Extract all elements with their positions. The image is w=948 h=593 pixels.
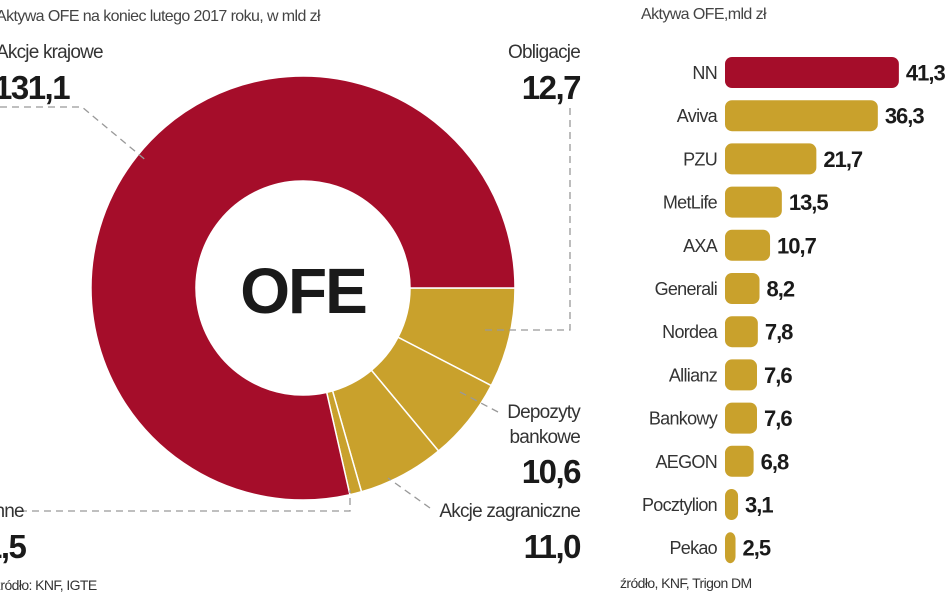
label-obligacje: Obligacje	[508, 42, 580, 63]
leader-line-obligacje	[482, 108, 571, 331]
bar-title: Aktywa OFE,mld zł	[641, 6, 767, 23]
donut-slice-akcje-krajowe	[90, 75, 516, 501]
bar-axa	[725, 229, 771, 261]
donut-center-label: OFE	[240, 255, 366, 327]
bar-label-generali: Generali	[655, 279, 717, 299]
bar-pekao	[725, 532, 736, 564]
bar-label-nn: NN	[692, 63, 717, 83]
bar-label-aviva: Aviva	[677, 106, 719, 126]
bar-label-allianz: Allianz	[669, 365, 718, 385]
donut-source: źródło: KNF, IGTE	[0, 577, 97, 593]
bar-pocztylion	[725, 489, 739, 520]
bar-value-aegon: 6,8	[761, 449, 789, 474]
bar-nordea	[725, 316, 758, 348]
value-obligacje: 12,7	[522, 69, 580, 106]
donut-title: Aktywa OFE na koniec lutego 2017 roku, w…	[0, 8, 321, 25]
bar-aegon	[725, 445, 754, 477]
bar-label-pekao: Pekao	[669, 538, 717, 558]
bar-generali	[725, 273, 760, 304]
bar-value-generali: 8,2	[767, 277, 795, 302]
bar-label-pocztylion: Pocztylion	[642, 495, 717, 515]
label-akcje-zagraniczne: Akcje zagraniczne	[439, 501, 580, 522]
value-akcje-zagraniczne: 11,0	[524, 528, 581, 565]
bar-value-nordea: 7,8	[765, 320, 793, 345]
bar-bankowy	[725, 402, 757, 434]
bar-value-axa: 10,7	[777, 233, 817, 258]
bar-value-allianz: 7,6	[764, 363, 792, 388]
value-inne: 1,5	[0, 528, 27, 565]
bar-label-bankowy: Bankowy	[649, 409, 718, 429]
bar-chart: NN 41,3 Aviva 36,3 PZU 21,7 MetLife 13,5 AXA 10,7…	[642, 57, 946, 564]
bar-value-pzu: 21,7	[823, 147, 863, 172]
bar-aviva	[725, 100, 878, 132]
label-inne: Inne	[0, 501, 24, 522]
label-depozyty-line2: bankowe	[510, 427, 581, 448]
bar-label-aegon: AEGON	[655, 452, 717, 472]
bar-value-pocztylion: 3,1	[745, 493, 773, 518]
bar-value-metlife: 13,5	[789, 190, 829, 215]
bar-value-bankowy: 7,6	[764, 406, 792, 431]
bar-value-nn: 41,3	[906, 61, 946, 86]
leader-line-akcje-krajowe	[0, 106, 149, 163]
leader-line-akcje-zagraniczne	[387, 477, 431, 509]
bar-label-pzu: PZU	[683, 149, 717, 169]
label-depozyty-line1: Depozyty	[507, 402, 581, 423]
bar-label-nordea: Nordea	[662, 322, 719, 342]
bar-nn	[725, 57, 899, 88]
label-akcje-krajowe: Akcje krajowe	[0, 42, 103, 63]
bar-value-pekao: 2,5	[743, 536, 771, 561]
donut-chart	[90, 75, 516, 501]
bar-metlife	[725, 186, 782, 218]
bar-source: źródło, KNF, Trigon DM	[620, 575, 752, 591]
leader-line-inne	[20, 490, 351, 512]
bar-label-axa: AXA	[683, 236, 718, 256]
bar-allianz	[725, 359, 757, 391]
value-depozyty: 10,6	[522, 453, 581, 490]
value-akcje-krajowe: 131,1	[0, 69, 70, 106]
bar-value-aviva: 36,3	[885, 104, 925, 129]
bar-label-metlife: MetLife	[663, 193, 718, 213]
bar-pzu	[725, 143, 817, 175]
